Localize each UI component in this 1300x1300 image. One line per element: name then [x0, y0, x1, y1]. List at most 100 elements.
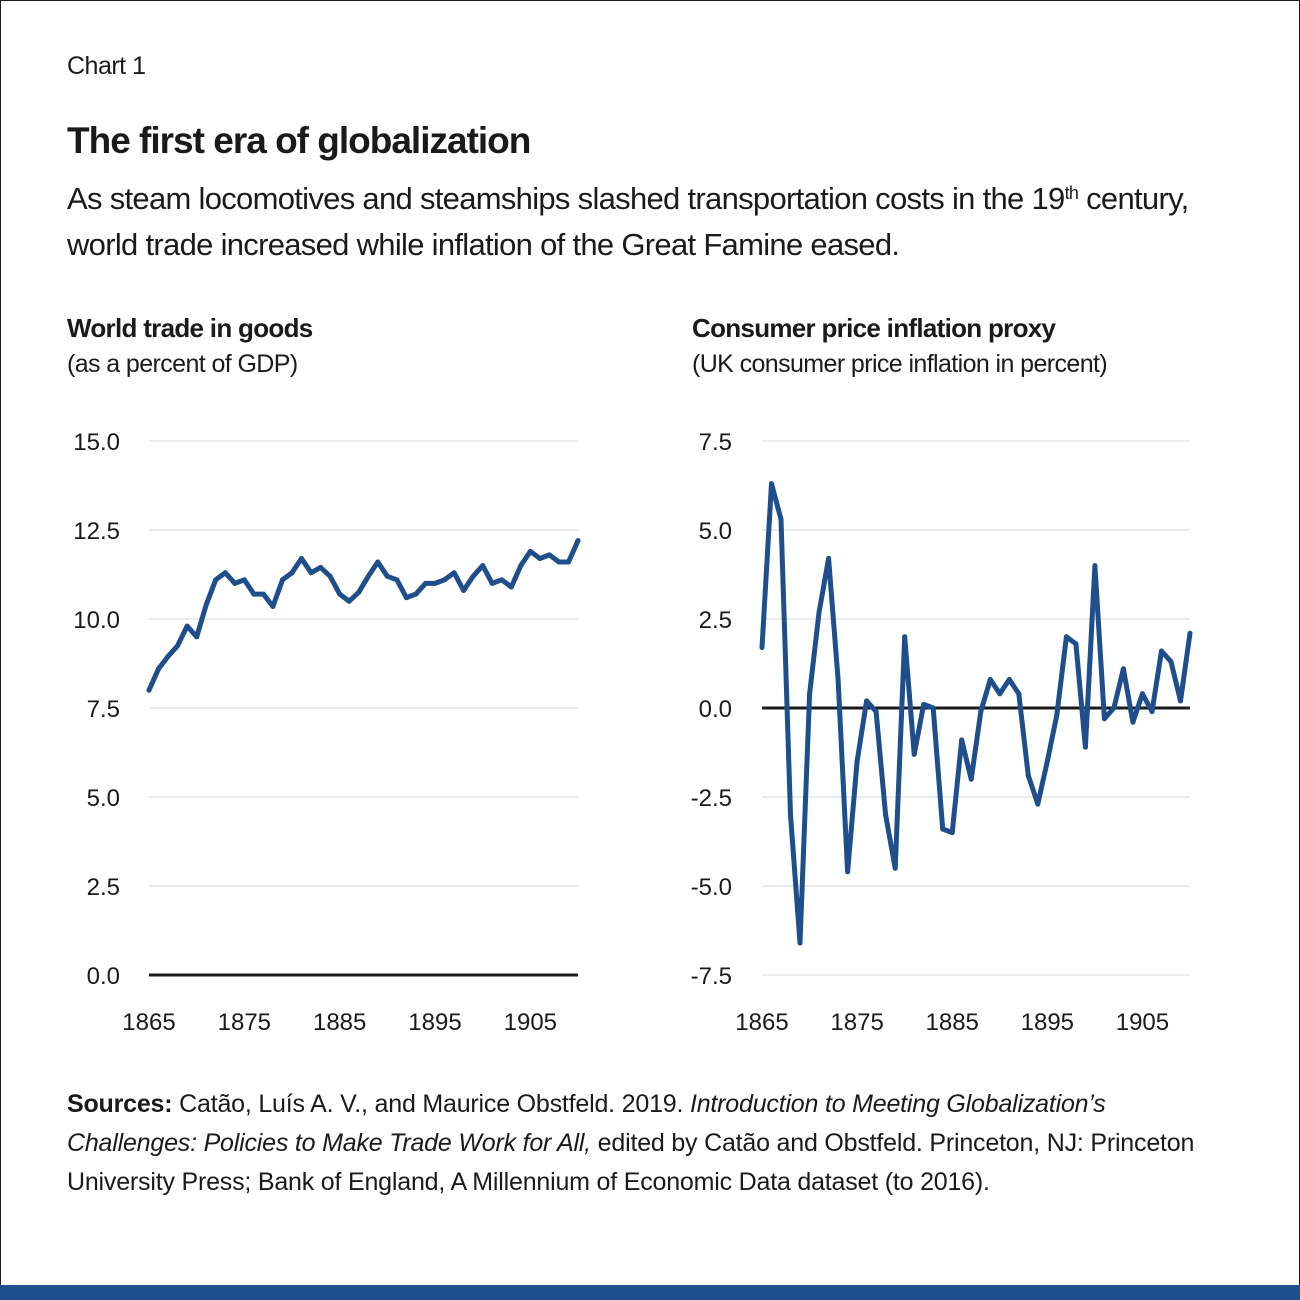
inflation-data-point	[1187, 630, 1193, 636]
subtitle-text-1: As steam locomotives and steamships slas…	[67, 181, 1065, 216]
chart-subtitle: As steam locomotives and steamships slas…	[67, 176, 1247, 268]
trade-x-tick-label: 1895	[408, 1009, 461, 1036]
inflation-data-point	[1063, 634, 1069, 640]
trade-data-point	[146, 687, 152, 693]
trade-data-point	[546, 552, 552, 558]
inflation-x-tick-label: 1885	[926, 1009, 979, 1036]
trade-data-point	[184, 623, 190, 629]
trade-y-tick-label: 15.0	[73, 429, 120, 456]
inflation-data-point	[1025, 773, 1031, 779]
inflation-y-tick-label: 2.5	[699, 607, 732, 634]
inflation-data-point	[921, 701, 927, 707]
sources-label: Sources:	[67, 1090, 173, 1118]
inflation-data-point	[788, 812, 794, 818]
inflation-data-point	[997, 691, 1003, 697]
inflation-y-tick-label: 0.0	[699, 696, 732, 723]
right-panel-title: Consumer price inflation proxy	[692, 313, 1056, 343]
trade-data-point	[527, 548, 533, 554]
trade-series-line	[146, 538, 581, 693]
left-panel-title: World trade in goods	[67, 313, 313, 343]
inflation-data-point	[845, 869, 851, 875]
trade-data-point	[194, 634, 200, 640]
trade-data-point	[565, 559, 571, 565]
trade-data-point	[260, 591, 266, 597]
inflation-data-point	[797, 940, 803, 946]
trade-data-point	[346, 598, 352, 604]
trade-data-point	[232, 580, 238, 586]
sources-book-title: Introduction to Meeting Globalization’s …	[67, 1090, 1106, 1157]
trade-data-point	[518, 563, 524, 569]
trade-data-point	[337, 591, 343, 597]
inflation-data-point	[959, 737, 965, 743]
inflation-data-point	[873, 709, 879, 715]
inflation-data-point	[1139, 691, 1145, 697]
trade-data-point	[403, 595, 409, 601]
trade-data-point	[203, 602, 209, 608]
trade-x-tick-label: 1865	[122, 1009, 175, 1036]
chart-title: The first era of globalization	[67, 120, 531, 161]
trade-x-tick-label: 1875	[218, 1009, 271, 1036]
inflation-data-point	[778, 516, 784, 522]
left-panel-subtitle: (as a percent of GDP)	[67, 350, 298, 378]
inflation-data-point	[1006, 677, 1012, 683]
inflation-data-point	[930, 705, 936, 711]
inflation-x-tick-label: 1895	[1021, 1009, 1074, 1036]
subtitle-superscript: th	[1064, 183, 1079, 203]
trade-data-point	[451, 570, 457, 576]
inflation-data-point	[1168, 659, 1174, 665]
inflation-data-point	[1082, 744, 1088, 750]
inflation-data-point	[854, 758, 860, 764]
trade-y-tick-label: 12.5	[73, 518, 120, 545]
sources-text-2: edited by Catão and Obstfeld. Princeton,…	[67, 1129, 1195, 1196]
inflation-data-point	[1177, 698, 1183, 704]
trade-data-point	[489, 580, 495, 586]
trade-data-point	[375, 559, 381, 565]
trade-data-point	[394, 577, 400, 583]
trade-data-point	[318, 564, 324, 570]
inflation-y-tick-label: -7.5	[691, 963, 732, 990]
trade-data-point	[175, 643, 181, 649]
trade-data-point	[537, 555, 543, 561]
inflation-data-point	[835, 677, 841, 683]
inflation-data-point	[911, 751, 917, 757]
inflation-series-line	[759, 481, 1193, 946]
inflation-x-tick-label: 1865	[735, 1009, 788, 1036]
trade-data-point	[432, 580, 438, 586]
inflation-data-point	[1044, 758, 1050, 764]
trade-data-point	[508, 584, 514, 590]
trade-data-point	[442, 577, 448, 583]
trade-data-point	[279, 577, 285, 583]
trade-data-point	[222, 570, 228, 576]
trade-data-point	[556, 559, 562, 565]
trade-data-point	[470, 573, 476, 579]
inflation-data-point	[1130, 719, 1136, 725]
inflation-data-point	[949, 830, 955, 836]
inflation-y-tick-label: -2.5	[691, 785, 732, 812]
trade-y-tick-label: 2.5	[87, 874, 120, 901]
inflation-data-point	[807, 691, 813, 697]
trade-data-point	[461, 588, 467, 594]
inflation-y-tick-label: 5.0	[699, 518, 732, 545]
inflation-data-point	[1054, 712, 1060, 718]
trade-data-point	[480, 563, 486, 569]
inflation-data-point	[1035, 801, 1041, 807]
inflation-data-point	[1158, 648, 1164, 654]
trade-data-point	[575, 538, 581, 544]
trade-data-point	[165, 653, 171, 659]
inflation-data-point	[759, 644, 765, 650]
inflation-data-point	[864, 698, 870, 704]
inflation-data-point	[1149, 709, 1155, 715]
bottom-accent-bar	[0, 1285, 1300, 1300]
inflation-y-tick-label: 7.5	[699, 429, 732, 456]
right-panel-subtitle: (UK consumer price inflation in percent)	[692, 350, 1108, 378]
trade-data-point	[327, 573, 333, 579]
trade-y-tick-label: 0.0	[87, 963, 120, 990]
inflation-x-tick-label: 1905	[1116, 1009, 1169, 1036]
trade-data-point	[241, 577, 247, 583]
trade-data-point	[156, 666, 162, 672]
trade-x-tick-label: 1905	[504, 1009, 557, 1036]
trade-data-point	[499, 577, 505, 583]
trade-y-tick-label: 10.0	[73, 607, 120, 634]
trade-data-point	[251, 591, 257, 597]
